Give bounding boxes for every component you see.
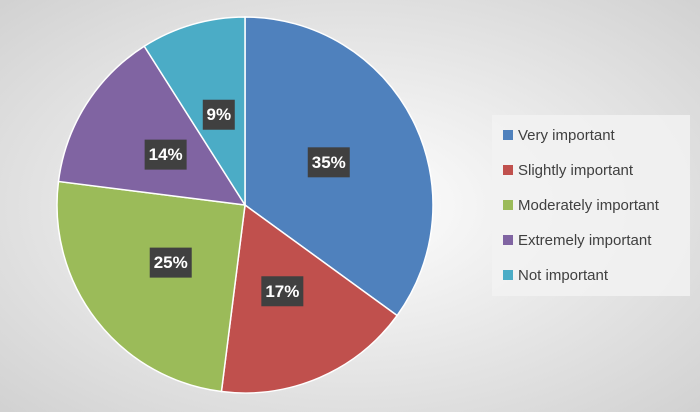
legend-swatch xyxy=(503,200,513,210)
data-label: 25% xyxy=(154,253,188,272)
pie-slice xyxy=(143,16,246,208)
data-label: 14% xyxy=(149,145,183,164)
data-label-box xyxy=(307,147,350,178)
legend-label: Slightly important xyxy=(518,162,634,179)
legend-swatch xyxy=(503,130,513,140)
data-label-box xyxy=(202,99,235,130)
pie-slice xyxy=(56,180,246,393)
data-label: 9% xyxy=(206,105,231,124)
legend-swatch xyxy=(503,165,513,175)
legend-swatch xyxy=(503,270,513,280)
data-label-box xyxy=(144,139,187,170)
pie: 35% 17% 25% 14% 9% xyxy=(56,16,434,394)
legend-label: Very important xyxy=(518,127,616,144)
pie-slice xyxy=(220,203,399,394)
legend-label: Extremely important xyxy=(518,232,652,249)
data-label: 17% xyxy=(265,282,299,301)
pie-slice xyxy=(57,45,247,206)
data-label-box xyxy=(261,276,304,307)
legend: Very important Slightly important Moderate… xyxy=(503,127,660,284)
data-label: 35% xyxy=(312,153,346,172)
data-label-box xyxy=(149,247,192,278)
legend-label: Not important xyxy=(518,267,609,284)
legend-box xyxy=(492,115,690,296)
legend-swatch xyxy=(503,235,513,245)
legend-label: Moderately important xyxy=(518,197,660,214)
